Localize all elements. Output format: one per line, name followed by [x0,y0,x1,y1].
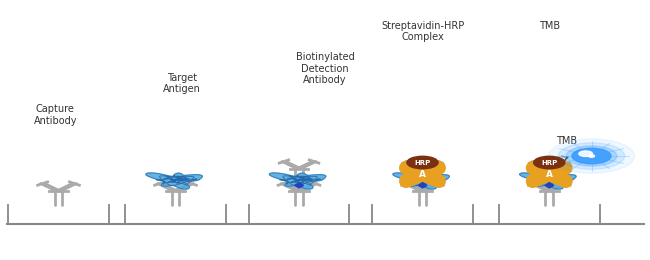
Text: HRP: HRP [415,160,430,166]
Polygon shape [269,173,326,189]
Circle shape [549,139,634,173]
Text: Streptavidin-HRP
Complex: Streptavidin-HRP Complex [381,21,464,42]
Circle shape [578,151,593,157]
Circle shape [589,155,594,157]
Text: Biotinylated
Detection
Antibody: Biotinylated Detection Antibody [296,52,354,85]
Text: HRP: HRP [541,160,558,166]
Text: A: A [419,170,426,179]
Polygon shape [146,173,202,189]
Text: Capture
Antibody: Capture Antibody [34,104,77,126]
Circle shape [534,156,565,169]
Text: TMB: TMB [539,21,560,31]
Polygon shape [393,173,449,189]
Circle shape [572,148,611,164]
Circle shape [566,146,617,166]
Text: TMB: TMB [556,136,577,146]
Text: A: A [546,170,552,179]
Polygon shape [294,183,304,188]
Circle shape [558,143,625,169]
Polygon shape [418,183,427,188]
Circle shape [407,156,438,169]
Polygon shape [519,173,576,189]
Text: Target
Antigen: Target Antigen [163,73,201,94]
Polygon shape [545,183,554,188]
